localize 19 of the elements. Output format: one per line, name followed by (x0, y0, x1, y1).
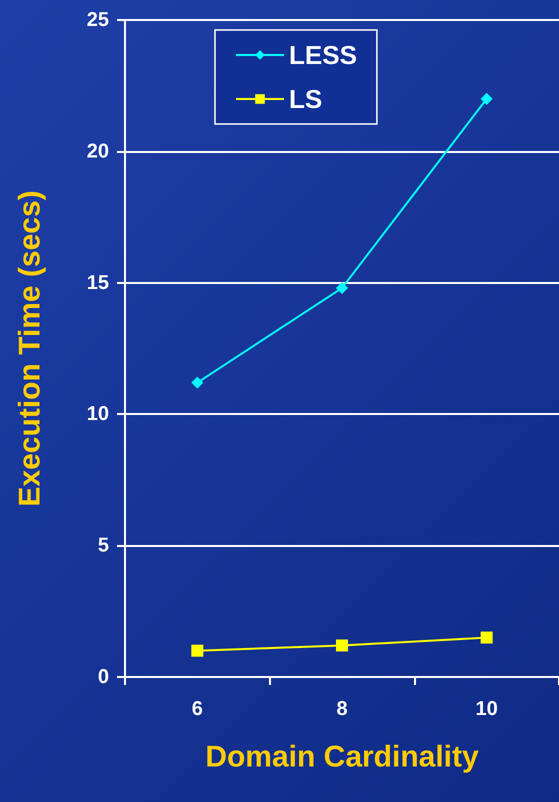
y-axis-title: Execution Time (secs) (14, 190, 46, 507)
y-tick-label: 25 (86, 9, 109, 31)
point (480, 92, 493, 105)
legend-label: LESS (289, 40, 357, 70)
x-axis-title: Domain Cardinality (205, 740, 480, 774)
point (336, 282, 348, 294)
y-tick-label: 0 (98, 666, 109, 688)
point (191, 376, 204, 389)
point (480, 632, 493, 644)
x-tick-label: 6 (192, 698, 203, 720)
y-tick-label: 15 (86, 272, 109, 294)
legend-label: LS (289, 84, 322, 114)
point (191, 644, 204, 657)
x-tick-label: 10 (476, 698, 498, 720)
y-tick-label: 5 (98, 534, 109, 557)
y-tick-label: 20 (86, 140, 109, 162)
point (336, 639, 348, 652)
x-tick-label: 8 (336, 698, 348, 720)
y-tick-label: 10 (86, 403, 109, 426)
